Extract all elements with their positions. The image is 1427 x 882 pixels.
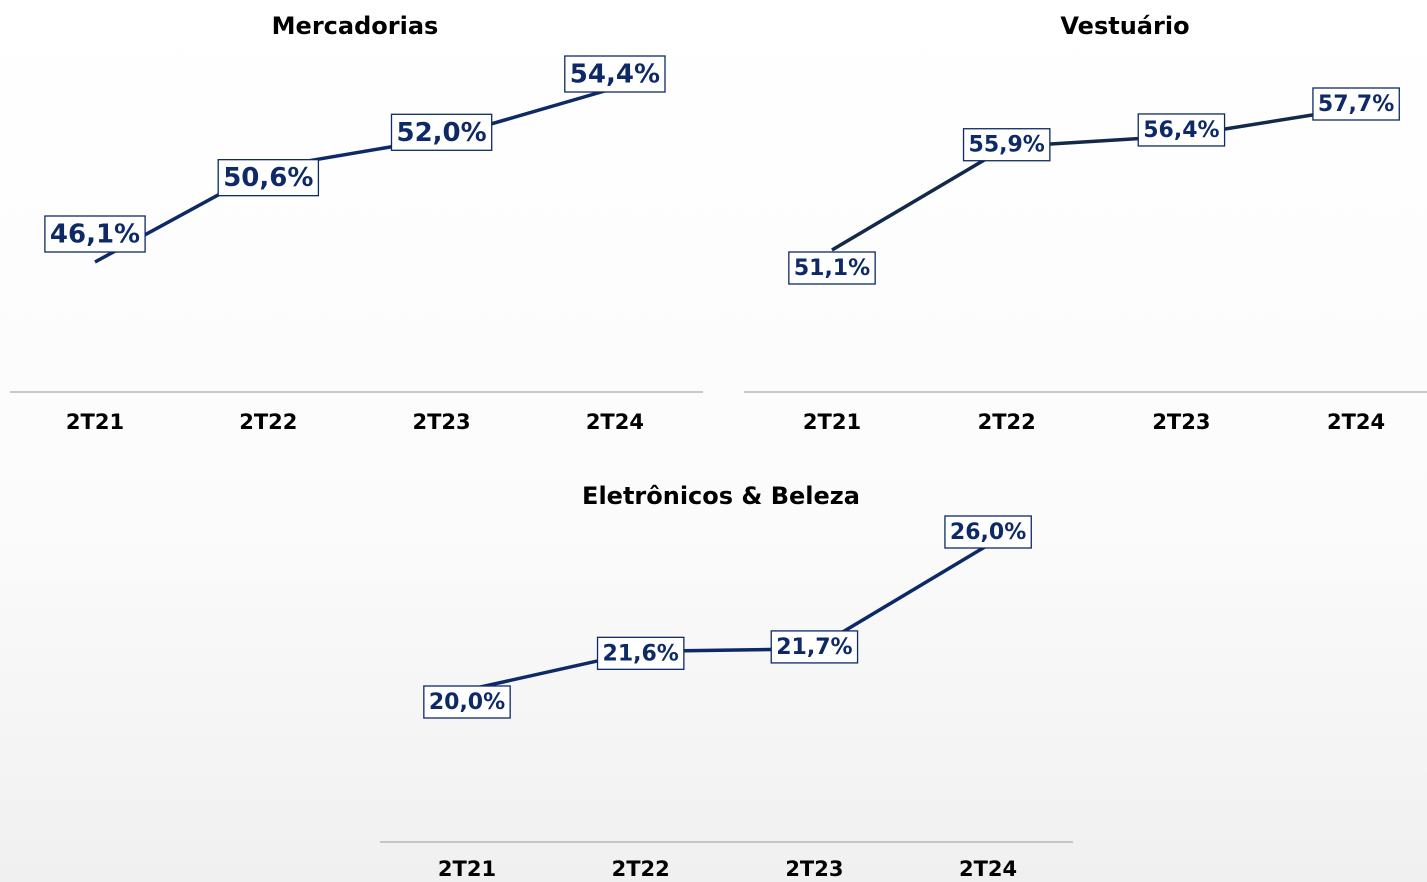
- x-tick-label: 2T23: [1152, 410, 1210, 434]
- x-tick-label: 2T24: [1327, 410, 1385, 434]
- chart-title: Eletrônicos & Beleza: [582, 482, 860, 510]
- line: [94, 86, 616, 264]
- data-label-box: [390, 113, 493, 151]
- x-tick-label: 2T21: [803, 410, 861, 434]
- line: [831, 106, 1357, 252]
- data-label: 52,0%: [396, 118, 486, 148]
- chart-title: Vestuário: [1060, 12, 1189, 40]
- x-tick-label: 2T21: [66, 410, 124, 434]
- data-label: 56,4%: [1143, 118, 1219, 143]
- x-tick-label: 2T22: [612, 857, 670, 881]
- data-label-box: [770, 630, 859, 664]
- data-label: 46,1%: [50, 220, 140, 250]
- data-label: 20,0%: [429, 690, 505, 715]
- data-label-box: [596, 636, 685, 670]
- data-label: 55,9%: [969, 133, 1045, 158]
- data-label-box: [44, 215, 146, 253]
- x-tick-label: 2T24: [959, 857, 1017, 881]
- data-label: 50,6%: [223, 163, 313, 193]
- data-label: 54,4%: [570, 60, 660, 90]
- x-tick-label: 2T22: [978, 410, 1036, 434]
- data-label: 51,1%: [794, 256, 870, 281]
- chart: Mercadorias 2T21 2T22 2T23 2T24 46,1% 50,6% 52,…: [10, 12, 703, 434]
- data-label: 21,7%: [776, 635, 852, 660]
- data-label-box: [564, 55, 666, 93]
- x-tick-label: 2T23: [785, 857, 843, 881]
- x-tick-label: 2T21: [438, 857, 496, 881]
- data-label: 26,0%: [950, 520, 1026, 545]
- chart: Eletrônicos & Beleza 2T21 2T22 2T23 2T24 20,0…: [380, 482, 1073, 881]
- chart: Vestuário 2T21 2T22 2T23 2T24 51,1% 55,9% 56,4%…: [744, 12, 1427, 434]
- data-label-box: [944, 515, 1032, 549]
- x-tick-label: 2T24: [586, 410, 644, 434]
- chart-title: Mercadorias: [272, 12, 439, 40]
- line: [466, 543, 989, 692]
- data-label: 57,7%: [1318, 92, 1394, 117]
- data-label-box: [217, 159, 320, 197]
- data-label-box: [962, 128, 1051, 162]
- data-label-box: [788, 251, 876, 285]
- data-label: 21,6%: [603, 641, 679, 666]
- data-label-box: [423, 685, 511, 719]
- x-tick-label: 2T22: [239, 410, 297, 434]
- x-tick-label: 2T23: [413, 410, 471, 434]
- data-label-box: [1312, 87, 1400, 121]
- data-label-box: [1137, 113, 1226, 147]
